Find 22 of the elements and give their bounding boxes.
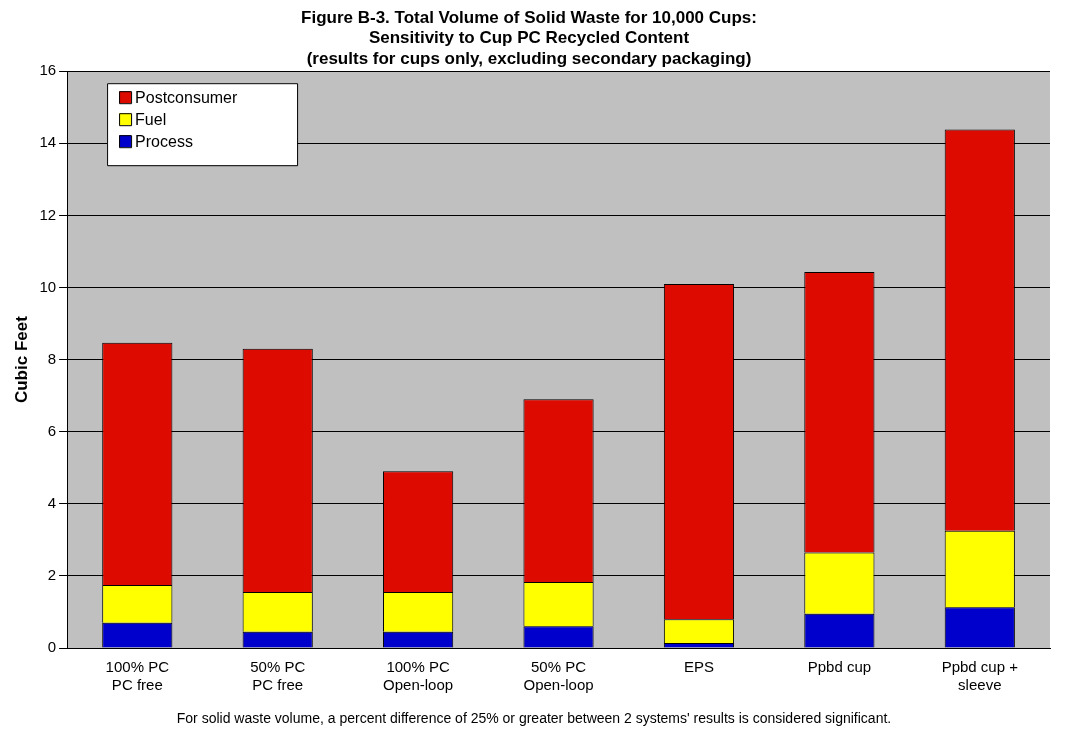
legend-label: Fuel <box>135 110 167 128</box>
y-axis-title: Cubic Feet <box>11 315 31 404</box>
x-tick-label: 50% PC Open-loop <box>523 658 594 694</box>
y-tick-label: 8 <box>47 349 57 367</box>
y-tick-label: 12 <box>39 205 57 223</box>
x-tick-label: Ppbd cup + sleeve <box>941 658 1019 694</box>
y-tick-label: 2 <box>47 566 57 584</box>
chart-title: Figure B-3. Total Volume of Solid Waste for 10,000 Cups: Sensitivity to Cup PC Recycled Content (results for cups only, excluding secondary packaging) <box>301 7 757 68</box>
x-tick-label: Ppbd cup <box>807 658 872 676</box>
x-tick-label: EPS <box>683 658 714 676</box>
legend-label: Process <box>135 132 193 150</box>
y-tick-label: 6 <box>47 421 57 439</box>
y-tick-label: 10 <box>39 277 57 295</box>
y-tick-label: 4 <box>47 493 57 511</box>
text: For solid waste volume, a percent difference of 25% or greater between 2 systems' results is considered significant. <box>175 710 893 726</box>
y-tick-label: 0 <box>47 638 57 656</box>
x-tick-label: 50% PC PC free <box>250 658 306 694</box>
x-tick-label: 100% PC Open-loop <box>383 658 454 694</box>
y-tick-label: 14 <box>39 133 57 151</box>
x-tick-label: 100% PC PC free <box>105 658 170 694</box>
y-tick-label: 16 <box>39 61 57 79</box>
legend-label: Postconsumer <box>135 88 239 106</box>
